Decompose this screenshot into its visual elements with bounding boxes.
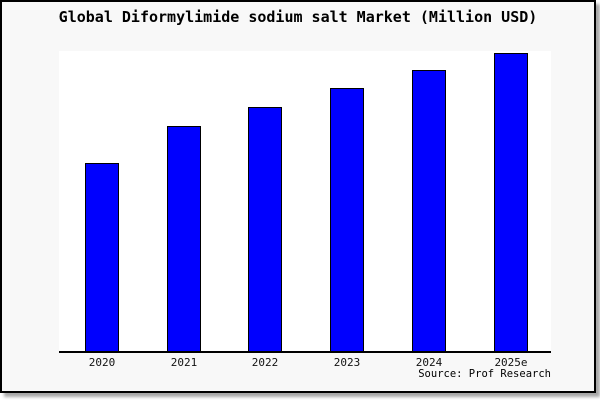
chart-title: Global Diformylimide sodium salt Market … [58, 8, 538, 26]
bar-2024 [412, 70, 446, 351]
x-tick-label-2023: 2023 [333, 356, 361, 369]
x-tick-label-2020: 2020 [88, 356, 116, 369]
x-tick-label-2024: 2024 [415, 356, 443, 369]
chart-container: Global Diformylimide sodium salt Market … [0, 0, 596, 393]
bar-2025e [494, 53, 528, 351]
x-tick-label-2025e: 2025e [494, 356, 528, 369]
x-tick-label-2022: 2022 [251, 356, 279, 369]
plot-area [59, 51, 551, 353]
bar-2021 [167, 126, 201, 351]
x-tick-label-2021: 2021 [170, 356, 198, 369]
bar-2023 [330, 88, 364, 351]
source-note: Source: Prof Research [418, 368, 551, 380]
bar-2020 [85, 163, 119, 351]
bar-2022 [248, 107, 282, 351]
